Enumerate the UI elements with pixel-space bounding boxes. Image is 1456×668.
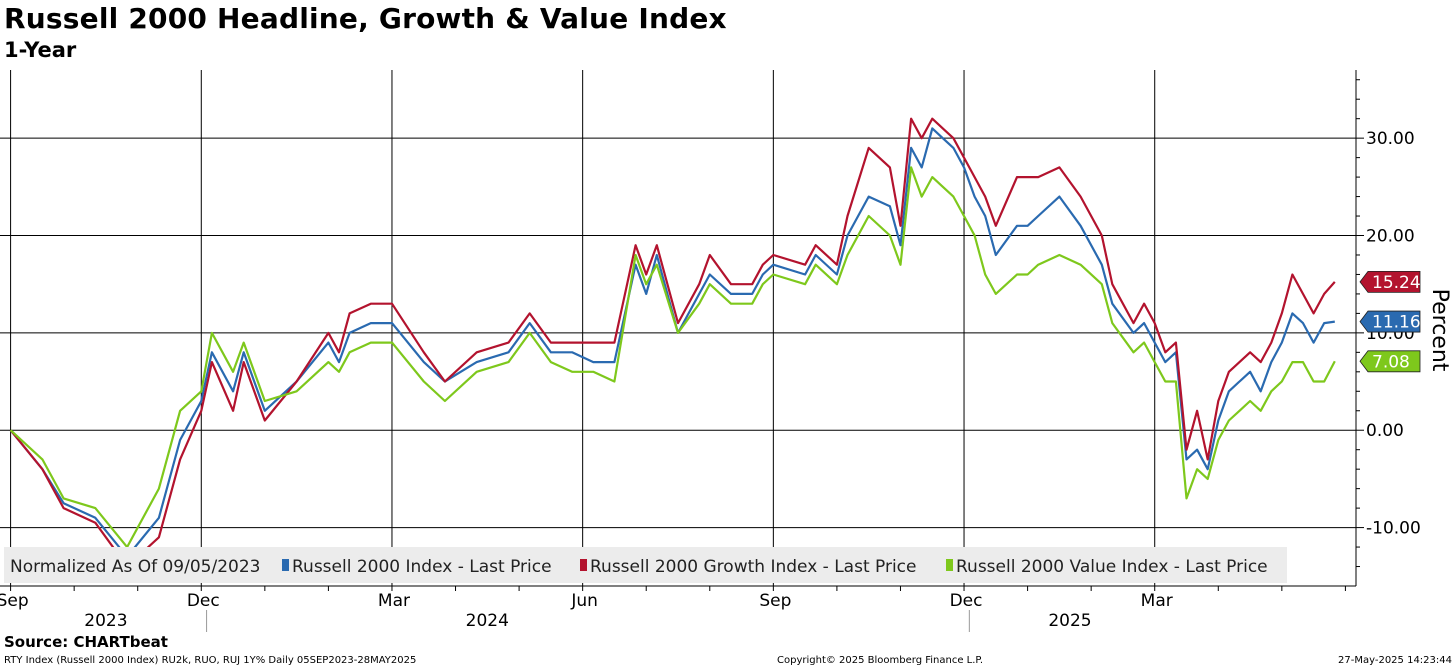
last-value-label-growth: 15.24: [1372, 273, 1421, 293]
series-layer: [9, 117, 1336, 568]
legend-note: Normalized As Of 09/05/2023: [10, 557, 260, 577]
x-month-label: Mar: [378, 591, 410, 611]
x-year-label: 2025: [1048, 611, 1091, 631]
x-month-label: Jun: [570, 591, 598, 611]
chart-subtitle: 1-Year: [4, 38, 77, 62]
footer-series-info: RTY Index (Russell 2000 Index) RU2k, RUO…: [4, 655, 417, 666]
series-line-headline: [9, 127, 1335, 558]
footer-timestamp: 27-May-2025 14:23:44: [1338, 655, 1452, 666]
y-tick-label: 30.00: [1366, 129, 1415, 149]
legend-background: [4, 547, 1287, 583]
legend: Normalized As Of 09/05/2023 Russell 2000 …: [4, 547, 1287, 583]
x-month-label: Dec: [187, 591, 220, 611]
x-year-label: 2024: [466, 611, 509, 631]
legend-label-value: Russell 2000 Value Index - Last Price: [956, 557, 1268, 577]
y-tick-label: 20.00: [1366, 227, 1415, 247]
series-line-value: [9, 166, 1336, 549]
last-value-tag-value: [1359, 350, 1421, 373]
legend-swatch-value: [946, 559, 953, 571]
y-tick-label: 0.00: [1366, 421, 1404, 441]
legend-swatch-headline: [282, 559, 289, 571]
last-value-label-headline: 11.16: [1372, 313, 1421, 333]
last-value-tag-headline: [1359, 310, 1421, 333]
series-line-growth: [9, 117, 1336, 568]
legend-swatch-growth: [580, 559, 587, 571]
y-tick-label: -10.00: [1366, 519, 1421, 539]
x-month-label: Sep: [759, 591, 791, 611]
y-axis-title: Percent: [1427, 289, 1452, 372]
x-month-label: Mar: [1141, 591, 1173, 611]
x-year-label: 2023: [84, 611, 127, 631]
footer-copyright: Copyright© 2025 Bloomberg Finance L.P.: [777, 655, 984, 666]
last-value-tag-growth: [1359, 270, 1421, 293]
grid-layer: [0, 70, 1356, 586]
x-month-label: Sep: [0, 591, 29, 611]
last-value-label-value: 7.08: [1372, 352, 1410, 372]
legend-label-growth: Russell 2000 Growth Index - Last Price: [590, 557, 916, 577]
x-month-label: Dec: [950, 591, 983, 611]
chart-title: Russell 2000 Headline, Growth & Value In…: [4, 2, 727, 35]
legend-label-headline: Russell 2000 Index - Last Price: [292, 557, 552, 577]
source-note: Source: CHARTbeat: [4, 633, 168, 651]
